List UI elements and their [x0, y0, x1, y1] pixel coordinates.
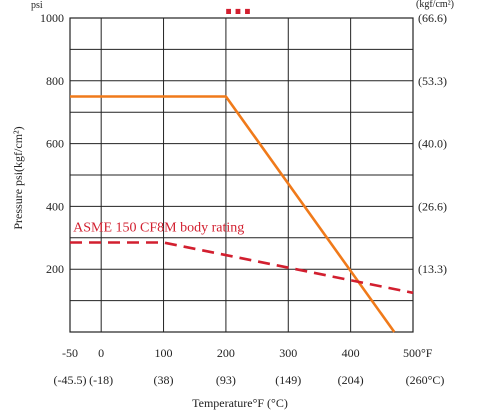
- y-tick-label-right: (13.3): [418, 262, 447, 276]
- x-tick-label-celsius: (-18): [89, 373, 113, 387]
- x-tick-label: -50: [62, 346, 78, 360]
- x-tick-label: 300: [279, 346, 297, 360]
- y-tick-label: 600: [46, 137, 64, 151]
- x-tick-label: 0: [98, 346, 104, 360]
- x-tick-label-celsius: (38): [154, 373, 174, 387]
- x-tick-label: 400: [342, 346, 360, 360]
- x-axis-title: Temperature°F (°C): [192, 396, 288, 410]
- chart-banner: ...: [224, 0, 252, 22]
- y-tick-label: 200: [46, 262, 64, 276]
- tick-labels: 200 (13.3)400 (26.6)600 (40.0)800 (53.3)1000…: [40, 11, 447, 387]
- grid: [69, 17, 414, 333]
- x-tick-label-celsius: (93): [216, 373, 236, 387]
- annotation-asme-rating: ASME 150 CF8M body rating: [73, 221, 244, 236]
- series-layer: [70, 95, 414, 333]
- x-tick-label-celsius: (149): [275, 373, 301, 387]
- rating-line-solid: [70, 95, 396, 333]
- y-tick-label: 800: [46, 74, 64, 88]
- x-tick-label: 200: [217, 346, 235, 360]
- y-tick-label-right: (40.0): [418, 137, 447, 151]
- x-tick-label-celsius: (-45.5): [54, 373, 87, 387]
- y-tick-label-right: (66.6): [418, 11, 447, 25]
- x-tick-label-celsius: (260°C): [406, 373, 445, 387]
- y-tick-label-right: (26.6): [418, 199, 447, 213]
- x-tick-label-celsius: (204): [338, 373, 364, 387]
- y-tick-label: 1000: [40, 11, 64, 25]
- y-unit-left: psi: [31, 0, 43, 11]
- plot-frame: [69, 17, 414, 333]
- y-axis-title: Pressure psi(kgf/cm²): [11, 126, 25, 229]
- y-unit-right: (kgf/cm²): [416, 0, 454, 10]
- x-tick-label: 500°F: [403, 346, 433, 360]
- y-tick-label: 400: [46, 199, 64, 213]
- x-tick-label: 100: [155, 346, 173, 360]
- y-tick-label-right: (53.3): [418, 74, 447, 88]
